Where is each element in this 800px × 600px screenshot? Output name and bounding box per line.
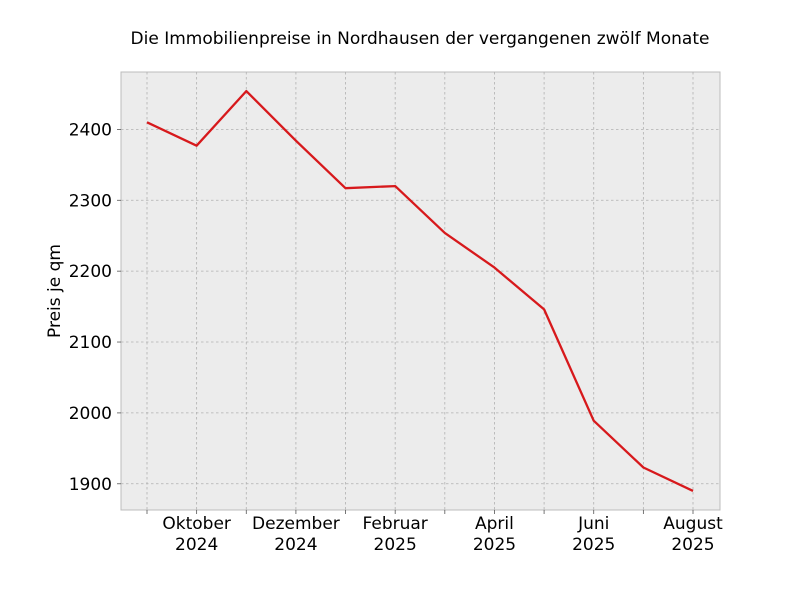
- series-layer: [146, 89, 694, 492]
- x-tick-label: August 2025: [663, 514, 723, 555]
- y-tick-label: 2300: [69, 191, 112, 211]
- y-tick-label: 2400: [69, 120, 112, 140]
- x-tick-label: Februar 2025: [363, 514, 428, 555]
- chart-title: Die Immobilienpreise in Nordhausen der v…: [131, 29, 710, 49]
- x-tick-label: Oktober 2024: [162, 514, 231, 555]
- y-tick-label: 2200: [69, 262, 112, 282]
- y-tick-label: 2100: [69, 333, 112, 353]
- y-tick-label: 1900: [69, 475, 112, 495]
- plot-area: [120, 71, 721, 511]
- x-tick-label: Dezember 2024: [252, 514, 340, 555]
- series-line: [146, 89, 694, 492]
- y-tick-label: 2000: [69, 404, 112, 424]
- x-tick-label: April 2025: [473, 514, 516, 555]
- gridlines: [121, 72, 720, 510]
- y-axis-label: Preis je qm: [45, 244, 65, 338]
- axes: 1900 2000 2100 2200 2300 2400 Oktober 2024 Dezem…: [69, 120, 723, 555]
- x-tick-label: Juni 2025: [572, 514, 615, 555]
